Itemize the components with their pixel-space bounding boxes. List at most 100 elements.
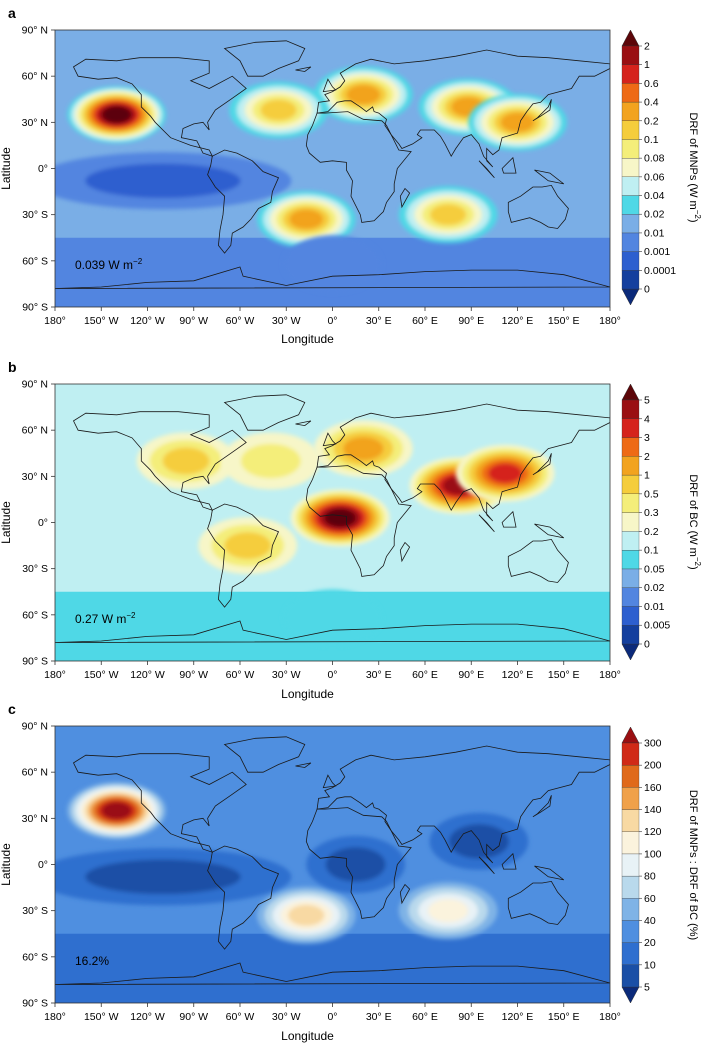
x-tick-label: 150° W xyxy=(84,315,119,327)
feature-south-atlantic xyxy=(256,886,356,944)
colorbar-tick-label: 0.3 xyxy=(644,507,659,519)
y-tick-label: 60° S xyxy=(22,951,48,963)
colorbar-tick-label: 0.02 xyxy=(644,582,665,594)
feature-indian-ocean xyxy=(398,186,498,244)
x-tick-label: 30° E xyxy=(366,315,392,327)
colorbar-tick-label: 0.1 xyxy=(644,134,659,146)
colorbar-swatch xyxy=(621,456,640,476)
x-tick-label: 180° xyxy=(44,1011,66,1023)
colorbar-tick-label: 0.01 xyxy=(644,601,665,613)
colorbar-tick-label: 1 xyxy=(644,59,650,71)
colorbar-tick-label: 60 xyxy=(644,893,656,905)
y-tick-label: 90° N xyxy=(22,25,48,37)
x-tick-label: 0° xyxy=(327,315,337,327)
x-tick-label: 180° xyxy=(44,669,66,681)
y-tick-label: 60° N xyxy=(22,425,48,437)
colorbar-swatch xyxy=(621,158,640,177)
colorbar-tick-label: 200 xyxy=(644,760,662,772)
feature-north-pacific xyxy=(67,86,167,144)
colorbar-swatch xyxy=(621,853,640,877)
x-tick-label: 60° E xyxy=(412,315,438,327)
y-tick-label: 60° N xyxy=(22,71,48,83)
x-tick-label: 120° W xyxy=(130,315,165,327)
y-tick-label: 0° xyxy=(38,859,48,871)
feature-eastern-tropical-pacific xyxy=(55,152,292,210)
map-area xyxy=(55,30,610,307)
colorbar-swatch xyxy=(621,83,640,103)
colorbar-swatch xyxy=(621,809,640,832)
colorbar-swatch xyxy=(621,587,640,607)
x-tick-label: 180° xyxy=(599,669,621,681)
panel-letter: a xyxy=(8,5,16,21)
colorbar-swatch xyxy=(621,831,640,855)
colorbar-tick-label: 0.4 xyxy=(644,97,659,109)
colorbar-swatch xyxy=(621,214,640,234)
colorbar-swatch xyxy=(621,195,640,215)
colorbar-label: DRF of MNPs (W m−2) xyxy=(687,113,702,223)
x-tick-label: 90° E xyxy=(458,669,484,681)
colorbar-tick-label: 0.08 xyxy=(644,153,665,165)
y-axis-label: Latitude xyxy=(0,147,13,190)
y-axis-label: Latitude xyxy=(0,501,13,544)
colorbar-tick-label: 0.2 xyxy=(644,526,659,538)
colorbar-max-arrow xyxy=(621,29,640,47)
panel-letter: c xyxy=(8,701,16,717)
y-tick-label: 30° N xyxy=(22,117,48,129)
global-mean-label: 0.27 W m−2 xyxy=(75,611,136,626)
y-tick-label: 90° S xyxy=(22,998,48,1010)
colorbar-label-exponent: −2 xyxy=(693,557,702,567)
colorbar-label: DRF of BC (W m−2) xyxy=(687,474,702,569)
colorbar-swatch xyxy=(621,139,640,159)
colorbar-swatch xyxy=(621,493,640,513)
x-tick-label: 60° E xyxy=(412,669,438,681)
y-tick-label: 30° N xyxy=(22,813,48,825)
colorbar-swatch xyxy=(621,399,640,419)
x-tick-label: 150° E xyxy=(548,669,580,681)
feature-europe xyxy=(313,66,413,124)
colorbar-tick-label: 1 xyxy=(644,470,650,482)
colorbar-tick-label: 5 xyxy=(644,395,650,407)
y-tick-label: 60° S xyxy=(22,255,48,267)
colorbar-swatch xyxy=(621,964,640,988)
colorbar-min-arrow xyxy=(621,643,640,661)
x-tick-label: 150° W xyxy=(84,669,119,681)
colorbar-swatch xyxy=(621,625,640,645)
colorbar-swatch xyxy=(621,765,640,788)
colorbar-tick-label: 0.2 xyxy=(644,115,659,127)
colorbar: 5 10 20 40 60 80 100 120 140 160 200 300 DRF of MNPs… xyxy=(621,726,699,1004)
feature-indian-ocean xyxy=(398,882,498,940)
colorbar-tick-label: 10 xyxy=(644,959,656,971)
feature-north-pacific xyxy=(67,782,167,840)
colorbar-swatch xyxy=(621,742,640,766)
colorbar-label: DRF of MNPs : DRF of BC (%) xyxy=(687,790,699,940)
colorbar-swatch xyxy=(621,606,640,626)
y-tick-label: 0° xyxy=(38,517,48,529)
x-tick-label: 0° xyxy=(327,1011,337,1023)
colorbar-swatch xyxy=(621,568,640,588)
colorbar-tick-label: 2 xyxy=(644,451,650,463)
colorbar-swatch xyxy=(621,418,640,438)
y-tick-label: 90° N xyxy=(22,721,48,733)
colorbar-swatch xyxy=(621,898,640,921)
southern-band xyxy=(55,933,610,1003)
colorbar-tick-label: 300 xyxy=(644,738,662,750)
x-tick-label: 120° E xyxy=(502,315,534,327)
colorbar-tick-label: 0.001 xyxy=(644,246,670,258)
x-axis-label: Longitude xyxy=(281,1029,334,1043)
colorbar-tick-label: 5 xyxy=(644,982,650,994)
colorbar-swatch xyxy=(621,512,640,532)
y-tick-label: 30° N xyxy=(22,471,48,483)
continent-outlines xyxy=(55,394,610,643)
x-axis-label: Longitude xyxy=(281,332,334,346)
y-tick-label: 0° xyxy=(38,163,48,175)
x-tick-label: 120° E xyxy=(502,1011,534,1023)
global-mean-label: 16.2% xyxy=(75,954,109,968)
feature-eastern-tropical-pacific xyxy=(55,848,292,906)
colorbar-max-arrow xyxy=(621,383,640,401)
x-tick-label: 150° E xyxy=(548,315,580,327)
colorbar-tick-label: 140 xyxy=(644,804,662,816)
x-tick-label: 180° xyxy=(599,1011,621,1023)
panel-letter: b xyxy=(8,359,17,375)
colorbar-swatch xyxy=(621,437,640,457)
